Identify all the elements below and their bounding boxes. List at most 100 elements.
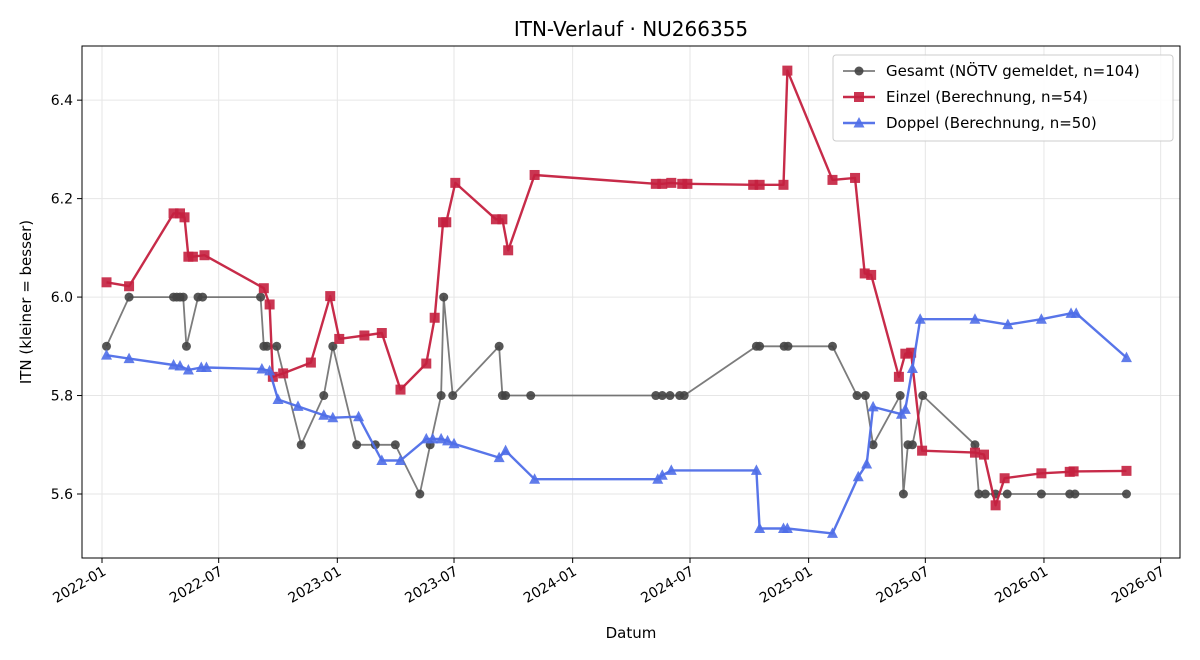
- series-gesamt-point: [860, 391, 870, 401]
- x-tick-label: 2026-01: [992, 564, 1051, 607]
- series-doppel-point: [200, 361, 212, 372]
- series-doppel-point: [327, 411, 339, 423]
- series-einzel-point: [199, 250, 210, 261]
- series-gesamt-point: [868, 440, 878, 450]
- series-einzel-line: [106, 69, 1127, 507]
- series-gesamt-point: [296, 440, 306, 450]
- series-gesamt-point: [679, 391, 689, 401]
- legend-marker: [854, 66, 864, 76]
- series-gesamt-point: [352, 440, 362, 450]
- legend: Gesamt (NÖTV gemeldet, n=104) Einzel (Ber…: [832, 54, 1174, 142]
- series-einzel-point: [376, 328, 387, 339]
- series-einzel-point: [395, 384, 406, 395]
- x-tick-label: 2025-01: [757, 564, 816, 607]
- series-doppel-point: [1002, 318, 1014, 330]
- series-einzel-point: [657, 178, 668, 189]
- series-einzel-point: [917, 445, 928, 456]
- series-doppel-point: [174, 360, 186, 371]
- series-einzel-point: [421, 358, 432, 369]
- series-doppel-point: [656, 469, 668, 480]
- series-einzel-point: [124, 281, 135, 292]
- series-einzel-point: [503, 245, 514, 256]
- series-einzel-point: [827, 174, 838, 185]
- series-einzel: [101, 65, 1132, 511]
- series-doppel-point: [914, 313, 926, 324]
- series-gesamt-point: [665, 391, 675, 401]
- series-einzel-point: [754, 179, 765, 190]
- series-einzel-point: [1068, 466, 1079, 477]
- legend-entry: Gesamt (NÖTV gemeldet, n=104): [843, 61, 1140, 80]
- series-doppel: [101, 307, 1132, 538]
- chart-title: ITN-Verlauf · NU266355: [514, 17, 748, 41]
- series-doppel-point: [1035, 313, 1047, 324]
- series-einzel-point: [682, 178, 693, 189]
- series-einzel-point: [666, 177, 677, 188]
- y-tick-label: 5.8: [51, 389, 73, 405]
- grid: [82, 46, 1180, 558]
- series-einzel-point: [267, 371, 278, 382]
- series-gesamt-point: [657, 391, 667, 401]
- series-einzel-point: [168, 208, 179, 219]
- series-einzel-point: [893, 371, 904, 382]
- series-doppel-point: [168, 359, 180, 370]
- series-einzel-point: [264, 299, 275, 310]
- series-doppel-point: [395, 454, 407, 466]
- series-einzel-point: [429, 312, 440, 323]
- legend-label: Gesamt (NÖTV gemeldet, n=104): [886, 61, 1140, 80]
- series-einzel-point: [906, 347, 917, 358]
- series-einzel-point: [782, 65, 793, 76]
- series-doppel-point: [529, 473, 541, 484]
- series-einzel-point: [334, 333, 345, 344]
- series-doppel-point: [906, 362, 918, 373]
- series-gesamt-point: [501, 391, 511, 401]
- series-einzel-point: [1036, 468, 1047, 479]
- series-gesamt-point: [970, 440, 980, 450]
- series-gesamt-point: [974, 489, 984, 499]
- y-tick-label: 6.2: [51, 192, 73, 208]
- series-doppel-point: [256, 362, 268, 374]
- legend-entry: Doppel (Berechnung, n=50): [843, 114, 1097, 132]
- series-gesamt-point: [448, 391, 458, 401]
- x-tick-label: 2024-07: [638, 564, 697, 607]
- series-doppel-point: [861, 457, 873, 469]
- series-doppel-point: [500, 444, 512, 456]
- series-gesamt-point: [651, 391, 661, 401]
- legend-marker: [853, 117, 865, 128]
- series-einzel-point: [990, 500, 1001, 511]
- series-einzel-point: [359, 330, 370, 341]
- x-axis-label: Datum: [606, 624, 657, 642]
- plot-frame: [81, 45, 1181, 559]
- series-doppel-point: [852, 470, 864, 482]
- series-gesamt-point: [1070, 489, 1080, 499]
- series-einzel-point: [748, 179, 759, 190]
- x-tick-label: 2022-01: [50, 564, 109, 607]
- series-doppel-point: [750, 464, 762, 475]
- series-einzel-point: [859, 268, 870, 279]
- series-gesamt-point: [328, 341, 338, 351]
- series-gesamt-point: [198, 292, 208, 302]
- series-einzel-point: [529, 169, 540, 180]
- x-tick-label: 2024-01: [521, 564, 580, 607]
- series-gesamt-point: [526, 391, 536, 401]
- series-gesamt-point: [755, 341, 765, 351]
- series-gesamt-point: [439, 292, 449, 302]
- series-einzel-point: [305, 357, 316, 368]
- y-tick-label: 5.6: [51, 487, 73, 503]
- series-gesamt-point: [102, 341, 112, 351]
- series-gesamt-point: [124, 292, 134, 302]
- series-gesamt-point: [1002, 489, 1012, 499]
- series-gesamt-point: [390, 440, 400, 450]
- series-gesamt-point: [907, 440, 917, 450]
- series-doppel-point: [448, 437, 460, 449]
- series-einzel-point: [258, 283, 269, 294]
- series-doppel-point: [318, 409, 330, 420]
- series-doppel-point: [493, 451, 505, 463]
- series-doppel-point: [781, 522, 793, 533]
- series-doppel-point: [427, 432, 439, 444]
- series-gesamt-point: [256, 292, 266, 302]
- series-doppel-point: [754, 522, 766, 533]
- series-doppel-point: [1070, 307, 1082, 318]
- legend-label: Doppel (Berechnung, n=50): [886, 114, 1097, 132]
- legend-label: Einzel (Berechnung, n=54): [886, 88, 1088, 106]
